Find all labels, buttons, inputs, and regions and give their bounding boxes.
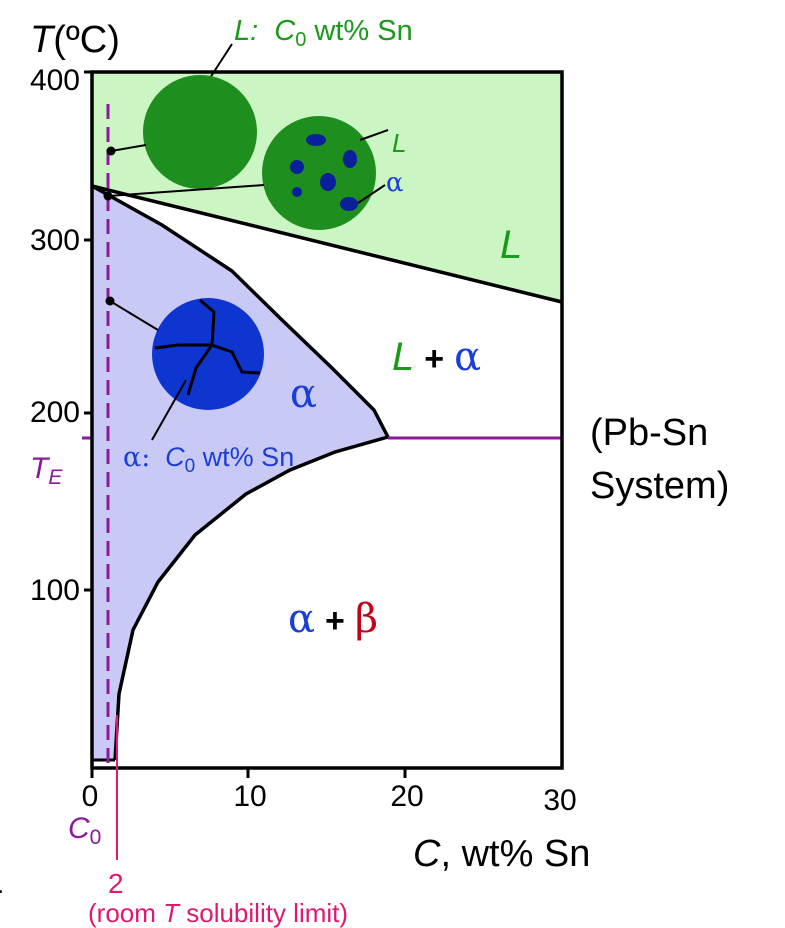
y-tick-label-300: 300 [30, 224, 80, 257]
x-tick-label-0: 0 [82, 780, 99, 813]
y-tick-label-100: 100 [30, 574, 80, 607]
liquid-point-leader [110, 144, 147, 152]
alpha-composition-label: α: C0 wt% Sn [123, 442, 294, 477]
alpha-label-leader [151, 379, 187, 441]
alpha-grain-icon [152, 298, 264, 410]
alpha-region [92, 186, 388, 760]
liquid-state-point [106, 146, 116, 156]
y-axis-title: T(ºC) [30, 19, 120, 61]
alpha-region-label: α [290, 371, 317, 417]
liquid-composition-label: L: C0 wt% Sn [234, 15, 413, 51]
x-ticks [90, 768, 407, 778]
y-tick-label-200: 200 [30, 396, 80, 429]
small-alpha-leader [357, 184, 386, 204]
solubility-limit-value: 2 [108, 868, 124, 899]
alpha-grain-boundaries [154, 298, 261, 396]
system-label-line1: (Pb-Sn [590, 412, 708, 454]
two-phase-point-leader [107, 184, 265, 197]
x-tick-label-10: 10 [233, 780, 266, 813]
liquid-region-label: L [500, 223, 522, 267]
solvus-line [113, 435, 389, 761]
small-liquid-label: L [392, 128, 406, 158]
liquid-grain-icon [143, 75, 257, 189]
x-axis-title: C, wt% Sn [413, 833, 590, 875]
two-phase-state-point [103, 191, 113, 201]
small-liquid-leader [359, 129, 389, 141]
solidus-line [91, 184, 390, 438]
alpha-state-point [105, 296, 115, 306]
x-tick-label-30: 30 [543, 784, 576, 817]
alpha-beta-region-label: α + β [288, 596, 378, 642]
y-tick-label-400: 400 [30, 64, 80, 97]
alpha-nuclei [290, 134, 358, 211]
eutectic-temperature-label: TE [30, 452, 63, 489]
x-tick-label-20: 20 [390, 780, 423, 813]
liquid-alpha-region-label: L + α [392, 334, 481, 380]
small-alpha-label: α [386, 168, 404, 198]
edge-fragment: . [0, 869, 5, 899]
c0-label: C0 [68, 812, 101, 849]
solubility-limit-label: (room T solubility limit) [88, 898, 348, 928]
system-label-line2: System) [590, 465, 729, 507]
liquidus-line [91, 184, 563, 304]
two-phase-grain-icon [262, 116, 376, 230]
alpha-point-leader [109, 300, 159, 331]
plot-frame [90, 70, 564, 770]
y-ticks [84, 70, 92, 592]
